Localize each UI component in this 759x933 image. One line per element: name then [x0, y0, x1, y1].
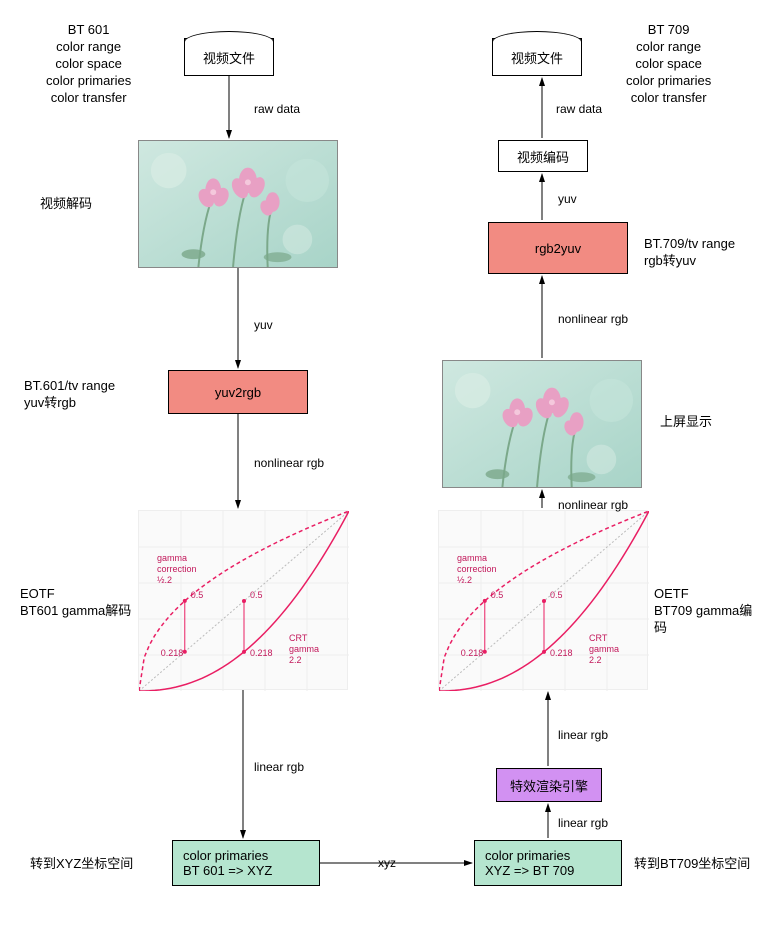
xyz-right-label: 转到BT709坐标空间: [634, 856, 750, 873]
edge-lin-right2: linear rgb: [558, 816, 608, 830]
arrows-layer: [0, 0, 759, 933]
gamma-chart-left: gamma correction ½.2 CRT gamma 2.2 0.218…: [138, 510, 348, 690]
svg-text:0.5: 0.5: [491, 590, 504, 600]
node-text: 视频文件: [203, 48, 255, 67]
svg-text:2.2: 2.2: [589, 655, 602, 665]
eotf-label: EOTFBT601 gamma解码: [20, 586, 131, 620]
color-primaries-left: color primariesBT 601 => XYZ: [172, 840, 320, 886]
edge-lin-right1: linear rgb: [558, 728, 608, 742]
svg-text:correction: correction: [157, 564, 197, 574]
svg-text:½.2: ½.2: [157, 575, 172, 585]
display-label: 上屏显示: [660, 414, 712, 431]
svg-text:0.218: 0.218: [550, 648, 573, 658]
svg-text:CRT: CRT: [589, 633, 608, 643]
svg-text:0.5: 0.5: [191, 590, 204, 600]
node-text: yuv2rgb: [215, 385, 261, 400]
edge-lin-left: linear rgb: [254, 760, 304, 774]
svg-text:gamma: gamma: [289, 644, 319, 654]
bt709-label: BT 709color rangecolor spacecolor primar…: [626, 22, 711, 106]
flowchart-canvas: 视频文件 视频文件 yuv2rgb rgb2yuv 视频编码 特效渲染引擎 co…: [0, 0, 759, 933]
bt601-label: BT 601color rangecolor spacecolor primar…: [46, 22, 131, 106]
rgb2yuv-side-label: BT.709/tv rangergb转yuv: [644, 236, 735, 270]
edge-raw-left: raw data: [254, 102, 300, 116]
svg-text:0.218: 0.218: [461, 648, 484, 658]
gamma-chart-right: gamma correction ½.2 CRT gamma 2.2 0.218…: [438, 510, 648, 690]
video-file-right: 视频文件: [492, 38, 582, 76]
video-file-left: 视频文件: [184, 38, 274, 76]
edge-raw-right: raw data: [556, 102, 602, 116]
cp-line2: BT 601 => XYZ: [183, 863, 272, 878]
svg-text:gamma: gamma: [589, 644, 619, 654]
yuv2rgb-box: yuv2rgb: [168, 370, 308, 414]
xyz-left-label: 转到XYZ坐标空间: [30, 856, 133, 873]
svg-text:2.2: 2.2: [289, 655, 302, 665]
node-text: 特效渲染引擎: [510, 776, 588, 795]
oetf-label: OETFBT709 gamma编码: [654, 586, 759, 637]
display-image-right: [442, 360, 642, 488]
encode-box: 视频编码: [498, 140, 588, 172]
rgb2yuv-box: rgb2yuv: [488, 222, 628, 274]
node-text: 视频文件: [511, 48, 563, 67]
svg-text:0.218: 0.218: [250, 648, 273, 658]
svg-text:½.2: ½.2: [457, 575, 472, 585]
fx-engine-box: 特效渲染引擎: [496, 768, 602, 802]
cp-line2: XYZ => BT 709: [485, 863, 574, 878]
svg-text:0.218: 0.218: [161, 648, 184, 658]
color-primaries-right: color primariesXYZ => BT 709: [474, 840, 622, 886]
svg-text:0.5: 0.5: [550, 590, 563, 600]
cp-line1: color primaries: [183, 848, 268, 863]
svg-text:gamma: gamma: [457, 553, 487, 563]
svg-text:correction: correction: [457, 564, 497, 574]
yuv2rgb-side-label: BT.601/tv rangeyuv转rgb: [24, 378, 115, 412]
svg-text:0.5: 0.5: [250, 590, 263, 600]
decoded-image-left: [138, 140, 338, 268]
node-text: rgb2yuv: [535, 241, 581, 256]
edge-xyz: xyz: [378, 856, 396, 870]
edge-nl-left: nonlinear rgb: [254, 456, 324, 470]
decode-label: 视频解码: [40, 196, 92, 213]
edge-nl-right2: nonlinear rgb: [558, 498, 628, 512]
edge-yuv-left: yuv: [254, 318, 273, 332]
edge-yuv-right: yuv: [558, 192, 577, 206]
node-text: 视频编码: [517, 147, 569, 166]
svg-text:CRT: CRT: [289, 633, 308, 643]
cp-line1: color primaries: [485, 848, 570, 863]
edge-nl-right1: nonlinear rgb: [558, 312, 628, 326]
svg-text:gamma: gamma: [157, 553, 187, 563]
